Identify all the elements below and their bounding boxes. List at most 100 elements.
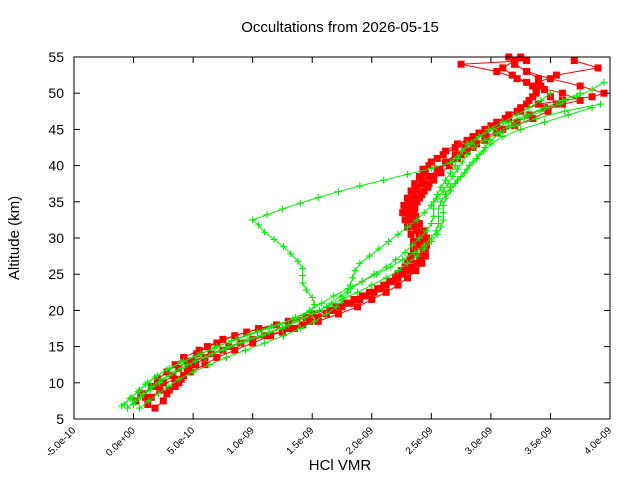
data-point — [445, 158, 453, 166]
data-point — [485, 125, 492, 133]
data-point — [189, 368, 197, 376]
data-point — [404, 209, 411, 217]
data-point — [564, 111, 572, 119]
data-point — [401, 249, 409, 256]
data-point — [375, 245, 383, 253]
data-point — [404, 274, 411, 282]
data-point — [444, 180, 452, 188]
data-point — [487, 122, 495, 130]
y-tick-label: 20 — [48, 302, 64, 318]
data-point — [156, 379, 164, 387]
data-point — [535, 78, 542, 86]
data-point — [493, 129, 501, 137]
data-point — [454, 165, 461, 173]
data-point — [211, 344, 219, 352]
data-point — [165, 386, 173, 394]
data-point — [430, 212, 438, 220]
data-point — [356, 182, 364, 190]
data-point — [427, 158, 435, 166]
data-point — [410, 194, 417, 202]
data-point — [255, 325, 263, 332]
data-point — [175, 375, 183, 383]
data-point — [410, 191, 417, 199]
data-point — [454, 176, 461, 184]
data-point — [175, 379, 183, 387]
data-point — [261, 339, 269, 347]
data-point — [171, 361, 179, 369]
data-point — [399, 256, 407, 264]
data-point — [385, 238, 392, 246]
data-point — [505, 115, 513, 122]
data-point — [413, 241, 421, 249]
data-point — [465, 162, 473, 170]
data-point — [437, 169, 445, 177]
data-point — [382, 281, 390, 289]
data-point — [155, 390, 163, 398]
data-point — [454, 153, 461, 161]
data-point — [552, 100, 560, 108]
data-point — [242, 346, 249, 354]
data-point — [193, 350, 201, 358]
data-point — [255, 221, 263, 229]
data-point — [406, 201, 414, 209]
data-point — [171, 382, 179, 390]
data-point — [470, 144, 478, 151]
data-point — [231, 346, 239, 354]
data-point — [413, 259, 421, 267]
data-point — [163, 390, 171, 398]
data-point — [451, 151, 459, 159]
data-point — [576, 82, 584, 90]
data-point — [437, 198, 445, 206]
data-point — [261, 228, 269, 236]
data-point — [418, 252, 426, 260]
data-point — [411, 249, 419, 256]
y-tick-label: 10 — [48, 375, 64, 391]
data-point — [350, 296, 358, 303]
data-point — [268, 322, 276, 330]
data-point — [413, 216, 421, 224]
data-point — [454, 140, 461, 148]
data-point — [463, 151, 471, 159]
data-point — [482, 133, 490, 141]
data-point — [475, 133, 483, 141]
data-point — [246, 330, 254, 338]
data-point — [177, 359, 185, 366]
data-point — [529, 93, 537, 101]
data-point — [421, 252, 429, 260]
data-point — [442, 176, 450, 184]
data-point — [278, 205, 286, 213]
data-point — [194, 351, 202, 359]
data-point — [299, 321, 307, 329]
data-point — [144, 401, 152, 408]
data-point — [463, 136, 471, 144]
data-point — [437, 223, 445, 231]
data-point — [413, 252, 421, 260]
data-point — [535, 100, 542, 108]
data-point — [415, 234, 423, 242]
data-point — [164, 382, 172, 390]
data-point — [299, 279, 307, 287]
data-point — [192, 361, 199, 369]
data-point — [183, 361, 191, 369]
data-point — [523, 78, 531, 86]
chart-title: Occultations from 2026-05-15 — [241, 19, 439, 36]
data-point — [457, 151, 465, 159]
data-point — [529, 115, 537, 122]
data-point — [523, 100, 531, 108]
data-point — [442, 147, 450, 155]
x-tick-label: -5.0e-10 — [44, 425, 78, 459]
data-point — [425, 180, 433, 188]
data-point — [435, 220, 442, 227]
data-point — [505, 111, 513, 119]
data-point — [439, 209, 447, 217]
y-axis: 5 10 15 20 25 30 35 40 45 50 55 — [48, 49, 610, 427]
data-point — [597, 100, 604, 108]
data-point — [311, 317, 319, 325]
data-point — [299, 272, 307, 280]
data-point — [411, 205, 419, 213]
data-point — [420, 249, 428, 256]
data-point — [532, 115, 540, 122]
data-point — [520, 115, 528, 122]
data-point — [404, 170, 411, 178]
data-point — [493, 122, 501, 130]
